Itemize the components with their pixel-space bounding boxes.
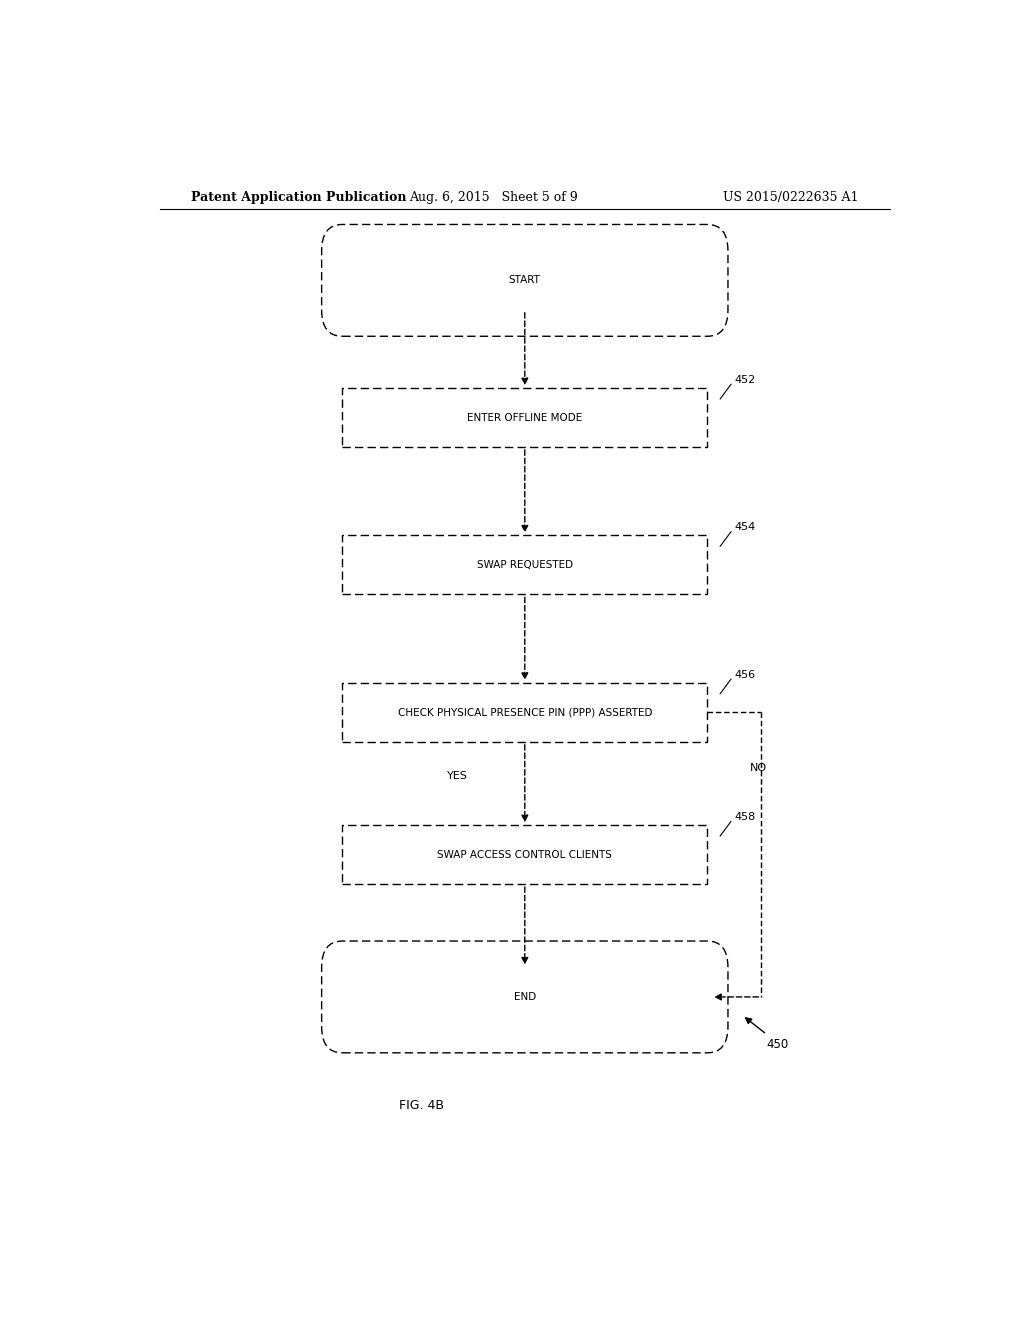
Text: SWAP ACCESS CONTROL CLIENTS: SWAP ACCESS CONTROL CLIENTS [437, 850, 612, 859]
FancyBboxPatch shape [342, 388, 708, 447]
Text: FIG. 4B: FIG. 4B [399, 1100, 444, 1113]
Text: SWAP REQUESTED: SWAP REQUESTED [477, 560, 572, 570]
Text: 452: 452 [734, 375, 756, 385]
Text: END: END [514, 991, 536, 1002]
FancyBboxPatch shape [342, 536, 708, 594]
Text: ENTER OFFLINE MODE: ENTER OFFLINE MODE [467, 413, 583, 422]
Text: US 2015/0222635 A1: US 2015/0222635 A1 [723, 190, 858, 203]
Text: 454: 454 [734, 523, 756, 532]
Text: 456: 456 [734, 669, 756, 680]
Text: YES: YES [446, 771, 468, 781]
FancyBboxPatch shape [342, 825, 708, 884]
Text: 458: 458 [734, 812, 756, 822]
Text: START: START [509, 276, 541, 285]
Text: Patent Application Publication: Patent Application Publication [191, 190, 407, 203]
FancyBboxPatch shape [342, 682, 708, 742]
Text: 450: 450 [766, 1039, 788, 1051]
Text: NO: NO [751, 763, 767, 774]
FancyBboxPatch shape [322, 224, 728, 337]
FancyBboxPatch shape [322, 941, 728, 1053]
Text: CHECK PHYSICAL PRESENCE PIN (PPP) ASSERTED: CHECK PHYSICAL PRESENCE PIN (PPP) ASSERT… [397, 708, 652, 717]
Text: Aug. 6, 2015   Sheet 5 of 9: Aug. 6, 2015 Sheet 5 of 9 [409, 190, 578, 203]
